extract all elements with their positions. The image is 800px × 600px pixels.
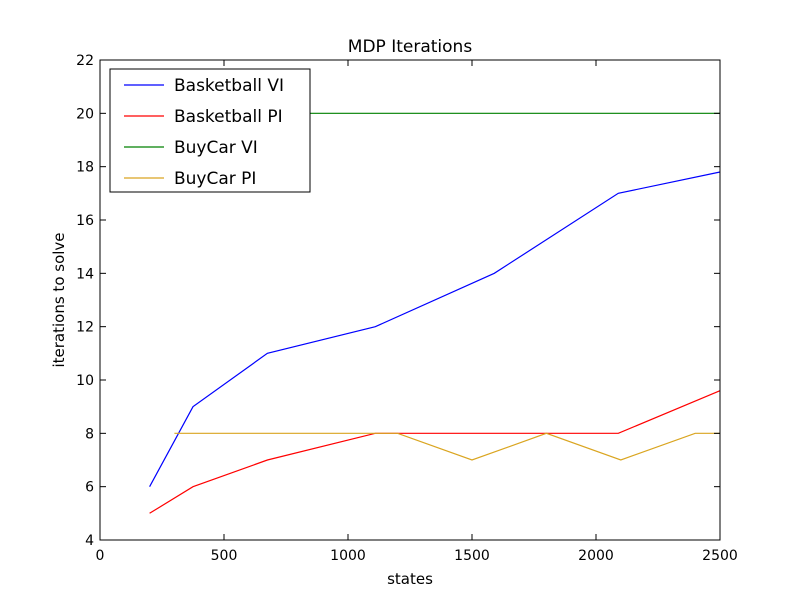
plot-frame	[99, 59, 721, 541]
y-axis-title: iterations to solve	[50, 232, 68, 367]
series-line-basketball-pi	[149, 390, 721, 514]
y-tick-label: 14	[76, 266, 94, 282]
legend-box	[109, 68, 311, 193]
y-tick-label: 22	[76, 53, 94, 69]
x-axis-title: states	[387, 570, 433, 588]
x-tick-label: 1500	[454, 548, 490, 564]
x-tick-label: 2500	[702, 548, 738, 564]
x-tick-label: 500	[211, 548, 238, 564]
legend: Basketball VI Basketball PI BuyCar VI BuyCa…	[109, 68, 311, 193]
y-tick-label: 10	[76, 373, 94, 389]
chart-title: MDP Iterations	[348, 37, 473, 57]
series-line-buycar-pi	[174, 432, 720, 461]
x-tick-label: 2000	[578, 548, 614, 564]
series-line-basketball-vi	[149, 171, 721, 487]
y-tick-label: 4	[85, 533, 94, 549]
legend-label: BuyCar PI	[174, 169, 256, 189]
legend-label: Basketball PI	[174, 107, 283, 127]
x-tick-label: 1000	[330, 548, 366, 564]
legend-label: Basketball VI	[174, 76, 284, 96]
y-tick-label: 12	[76, 320, 94, 336]
y-tick-label: 18	[76, 160, 94, 176]
y-tick-label: 20	[76, 106, 94, 122]
y-tick-label: 8	[85, 426, 94, 442]
y-tick-label: 16	[76, 213, 94, 229]
x-tick-label: 0	[96, 548, 105, 564]
y-tick-label: 6	[85, 480, 94, 496]
legend-label: BuyCar VI	[174, 138, 258, 158]
